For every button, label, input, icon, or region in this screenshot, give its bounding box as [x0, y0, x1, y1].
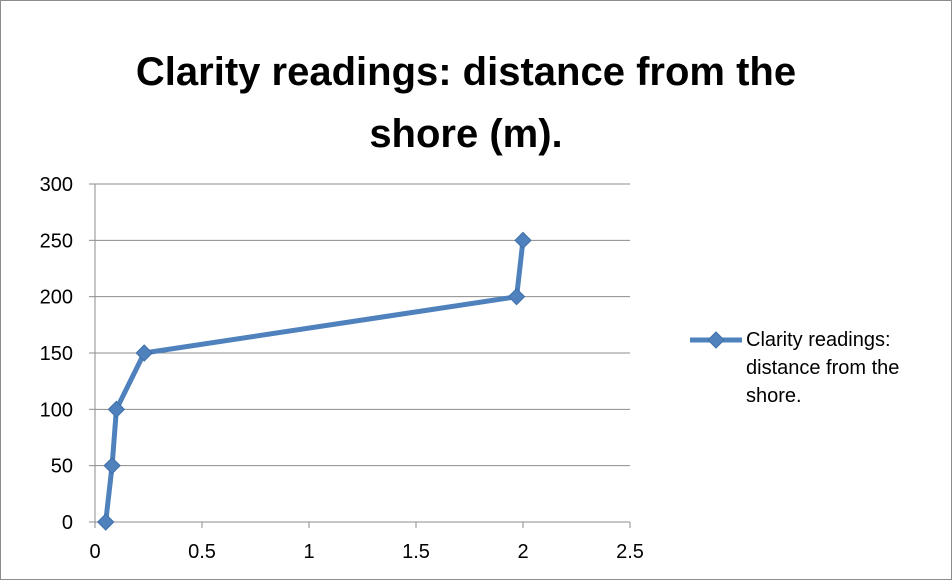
- chart-title: Clarity readings: distance from the shor…: [135, 50, 797, 156]
- data-point-5: [514, 231, 532, 250]
- data-point-0: [96, 513, 115, 531]
- y-tick-label-200: 200: [40, 287, 73, 309]
- y-tick-label-150: 150: [40, 343, 73, 365]
- y-tick-label-300: 300: [40, 174, 73, 196]
- y-tick-label-100: 100: [40, 399, 73, 421]
- legend-marker-swatch: [707, 331, 725, 349]
- series-line-0: [103, 237, 526, 525]
- y-tick-label-250: 250: [40, 230, 73, 252]
- y-tick-label-0: 0: [62, 512, 73, 534]
- x-tick-label-2.5: 2.5: [616, 541, 644, 563]
- x-tick-label-1: 1: [303, 541, 314, 563]
- data-point-2: [107, 400, 126, 419]
- data-point-1: [103, 456, 121, 475]
- y-tick-label-50: 50: [51, 456, 73, 478]
- legend-entry-label: Clarity readings: distance from the shor…: [746, 329, 900, 407]
- x-tick-label-0: 0: [89, 541, 100, 563]
- x-tick-label-0.5: 0.5: [188, 541, 216, 563]
- x-tick-label-2: 2: [517, 541, 528, 563]
- x-tick-label-1.5: 1.5: [402, 541, 430, 563]
- data-point-4: [507, 287, 526, 306]
- data-point-3: [135, 344, 153, 362]
